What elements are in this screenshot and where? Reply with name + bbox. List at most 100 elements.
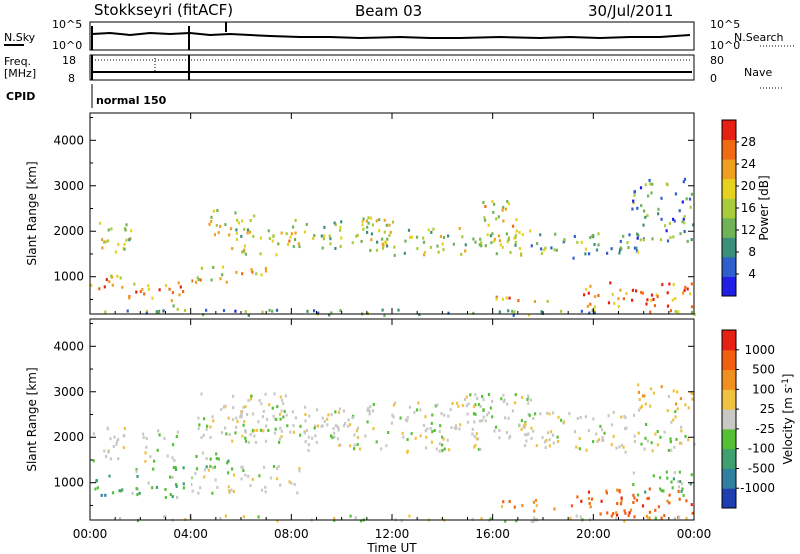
velocity-cell bbox=[109, 457, 113, 461]
velocity-cell bbox=[689, 391, 693, 395]
power-cell bbox=[133, 282, 136, 286]
velocity-cell bbox=[298, 469, 301, 473]
velocity-cell bbox=[552, 441, 555, 445]
velocity-cell bbox=[678, 441, 682, 445]
velocity-cell bbox=[527, 401, 530, 405]
power-cell bbox=[492, 210, 495, 214]
power-cell bbox=[507, 236, 511, 240]
power-cell bbox=[286, 242, 290, 246]
velocity-cell bbox=[205, 465, 208, 469]
power-cell bbox=[271, 309, 274, 313]
velocity-cell bbox=[280, 409, 283, 413]
velocity-cell bbox=[216, 485, 219, 489]
power-cell bbox=[437, 250, 440, 254]
velocity-cell bbox=[580, 499, 583, 503]
power-cell bbox=[668, 221, 671, 225]
power-cell bbox=[683, 221, 686, 225]
power-cell bbox=[593, 305, 596, 309]
power-cell bbox=[631, 298, 634, 302]
power-cell bbox=[158, 288, 161, 292]
power-cell bbox=[501, 208, 504, 212]
power-cell bbox=[410, 235, 413, 239]
power-cell bbox=[298, 245, 301, 249]
velocity-cell bbox=[214, 478, 217, 482]
velocity-cell bbox=[155, 485, 158, 489]
velocity-cell bbox=[220, 407, 223, 411]
velocity-cell bbox=[535, 504, 538, 508]
velocity-cell bbox=[279, 426, 282, 430]
velocity-cell bbox=[530, 519, 533, 523]
power-colorbar-tick-label: 20 bbox=[741, 179, 756, 193]
velocity-cell bbox=[647, 496, 650, 500]
velocity-cell bbox=[258, 399, 261, 403]
power-cell bbox=[482, 200, 485, 204]
power-cell bbox=[237, 221, 240, 225]
velocity-y-tick-label: 3000 bbox=[53, 385, 84, 399]
velocity-cell bbox=[230, 488, 233, 492]
velocity-cell bbox=[442, 437, 445, 441]
velocity-cell bbox=[549, 430, 553, 434]
power-cell bbox=[591, 309, 594, 313]
power-cell bbox=[236, 218, 239, 222]
velocity-colorbar-swatch bbox=[722, 409, 736, 430]
noise-panel: N.Sky 10^5 10^0 10^5 10^0 N.Search bbox=[4, 18, 796, 52]
velocity-cell bbox=[434, 404, 437, 408]
velocity-cell bbox=[589, 505, 592, 509]
velocity-region bbox=[500, 498, 556, 513]
velocity-cell bbox=[691, 397, 694, 401]
power-cell bbox=[205, 308, 208, 312]
power-cell bbox=[176, 307, 179, 311]
velocity-cell bbox=[108, 474, 111, 478]
power-cell bbox=[228, 233, 231, 237]
power-cell bbox=[367, 216, 370, 220]
velocity-cell bbox=[175, 484, 178, 488]
power-cell bbox=[235, 231, 238, 235]
velocity-cell bbox=[392, 415, 395, 419]
velocity-cell bbox=[269, 476, 273, 480]
power-cell bbox=[501, 297, 504, 301]
power-cell bbox=[655, 293, 658, 297]
power-cell bbox=[622, 297, 625, 301]
velocity-cell bbox=[315, 440, 318, 444]
velocity-cell bbox=[457, 404, 460, 408]
velocity-cell bbox=[182, 482, 185, 486]
velocity-cell bbox=[338, 407, 341, 411]
velocity-cell bbox=[353, 433, 356, 437]
velocity-cell bbox=[212, 419, 215, 423]
velocity-cell bbox=[673, 445, 676, 449]
velocity-cell bbox=[390, 421, 393, 425]
power-cell bbox=[673, 219, 676, 223]
power-cell bbox=[246, 231, 249, 235]
velocity-cell bbox=[521, 504, 524, 508]
velocity-cell bbox=[256, 428, 259, 432]
velocity-cell bbox=[675, 437, 678, 441]
power-cell bbox=[386, 237, 389, 241]
velocity-cell bbox=[200, 436, 203, 439]
velocity-cell bbox=[674, 415, 677, 419]
velocity-cell bbox=[443, 447, 446, 451]
power-cell bbox=[221, 265, 225, 269]
power-cell bbox=[660, 196, 663, 200]
velocity-cell bbox=[203, 468, 206, 472]
velocity-cell bbox=[515, 519, 518, 523]
velocity-cell bbox=[263, 465, 266, 469]
velocity-cell bbox=[206, 424, 209, 428]
velocity-cell bbox=[197, 416, 200, 420]
velocity-cell bbox=[149, 455, 152, 459]
power-cell bbox=[693, 313, 696, 317]
power-cell bbox=[632, 199, 635, 203]
power-cell bbox=[572, 256, 575, 260]
velocity-cell bbox=[472, 412, 476, 416]
power-cell bbox=[495, 295, 498, 299]
velocity-cell bbox=[520, 419, 523, 423]
velocity-cell bbox=[459, 423, 462, 427]
velocity-cell bbox=[260, 402, 263, 406]
velocity-cell bbox=[197, 427, 200, 431]
velocity-cell bbox=[276, 405, 279, 409]
power-cell bbox=[674, 310, 677, 313]
power-cell bbox=[652, 297, 655, 301]
power-cell bbox=[172, 304, 175, 308]
power-cell bbox=[241, 272, 244, 276]
velocity-cell bbox=[612, 410, 615, 414]
power-cell bbox=[376, 240, 379, 244]
